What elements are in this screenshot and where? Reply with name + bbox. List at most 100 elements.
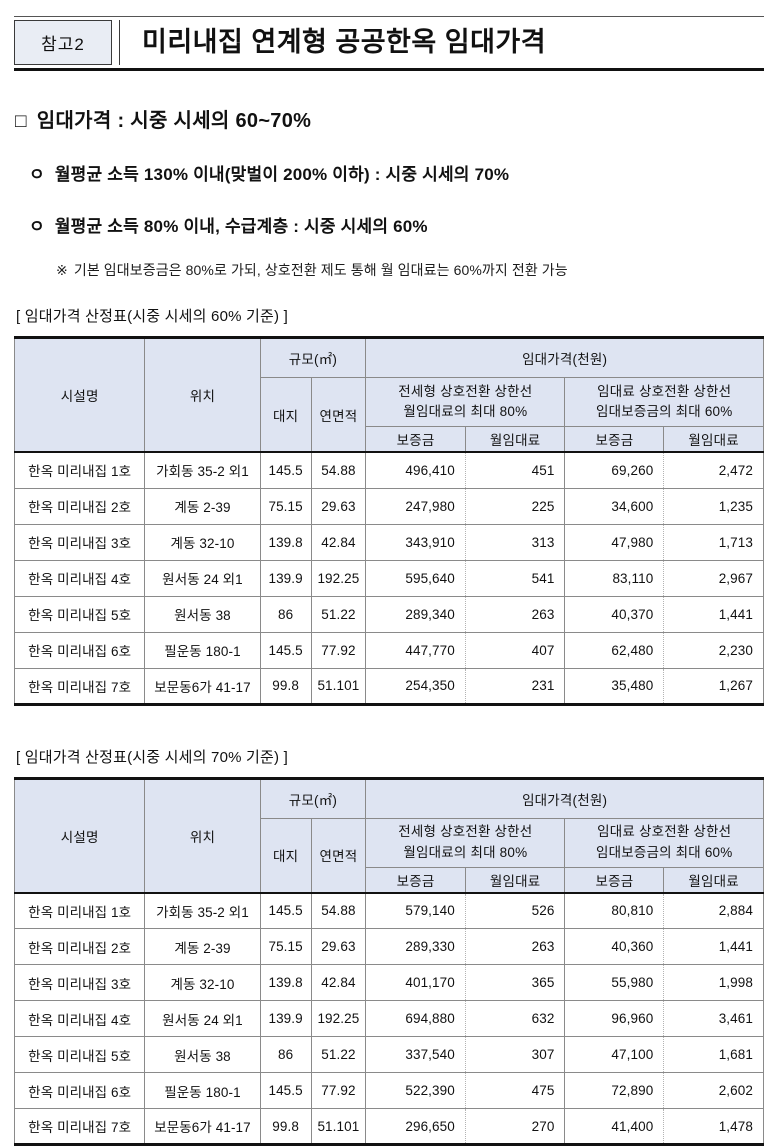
table-row: 한옥 미리내집 6호 필운동 180-1 145.5 77.92 447,770 407 6… [14, 631, 764, 669]
jeonse-deposit-cell: 289,340 [365, 595, 466, 633]
section-heading-text: 임대가격 : 시중 시세의 60~70% [36, 110, 312, 133]
table-header: 시설명 위치 규모(㎡) 임대가격(천원) 대지 연면적 전세형 상호전환 상한… [14, 337, 764, 453]
header-jeonse-line1: 전세형 상호전환 상한선 [398, 383, 533, 399]
floor-area-cell: 42.84 [311, 964, 367, 1001]
header-monthly-rent: 월임대료 [663, 867, 764, 894]
land-area-cell: 139.9 [260, 559, 312, 597]
facility-name-cell: 한옥 미리내집 7호 [14, 667, 146, 705]
land-area-cell: 75.15 [260, 928, 312, 965]
rent-deposit-cell: 55,980 [564, 964, 665, 1001]
jeonse-deposit-cell: 247,980 [365, 487, 466, 525]
jeonse-monthly-rent-cell: 407 [465, 631, 566, 669]
header-size-group: 규모(㎡) [260, 778, 367, 819]
jeonse-monthly-rent-cell: 307 [465, 1036, 566, 1073]
table-body: 한옥 미리내집 1호 가회동 35-2 외1 145.5 54.88 579,140 52… [14, 892, 764, 1145]
rent-deposit-cell: 41,400 [564, 1108, 665, 1145]
rent-monthly-rent-cell: 2,472 [663, 451, 764, 489]
table-row: 한옥 미리내집 2호 계동 2-39 75.15 29.63 247,980 225 34,… [14, 487, 764, 525]
facility-name-cell: 한옥 미리내집 7호 [14, 1108, 146, 1145]
price-table-block: [ 임대가격 산정표(시중 시세의 70% 기준) ] 시설명 위치 규모(㎡)… [14, 746, 764, 1146]
land-area-cell: 145.5 [260, 1072, 312, 1109]
floor-area-cell: 29.63 [311, 928, 367, 965]
land-area-cell: 86 [260, 1036, 312, 1073]
rent-deposit-cell: 69,260 [564, 451, 665, 489]
jeonse-deposit-cell: 447,770 [365, 631, 466, 669]
header-land: 대지 [260, 818, 312, 894]
jeonse-deposit-cell: 343,910 [365, 523, 466, 561]
jeonse-monthly-rent-cell: 270 [465, 1108, 566, 1145]
header-deposit: 보증금 [564, 426, 665, 453]
location-cell: 원서동 24 외1 [144, 559, 261, 597]
header-jeonse-line2: 월임대료의 최대 80% [403, 844, 528, 860]
jeonse-deposit-cell: 254,350 [365, 667, 466, 705]
footnote: ※ 기본 임대보증금은 80%로 가되, 상호전환 제도 통해 월 임대료는 60… [56, 260, 764, 280]
facility-name-cell: 한옥 미리내집 5호 [14, 1036, 146, 1073]
facility-name-cell: 한옥 미리내집 6호 [14, 1072, 146, 1109]
floor-area-cell: 77.92 [311, 1072, 367, 1109]
rent-deposit-cell: 47,100 [564, 1036, 665, 1073]
table-row: 한옥 미리내집 4호 원서동 24 외1 139.9 192.25 694,880 632… [14, 1000, 764, 1037]
jeonse-deposit-cell: 522,390 [365, 1072, 466, 1109]
bullet-text: 월평균 소득 130% 이내(맞벌이 200% 이하) : 시중 시세의 70% [54, 165, 510, 185]
header-size-group: 규모(㎡) [260, 337, 367, 379]
table-row: 한옥 미리내집 5호 원서동 38 86 51.22 289,340 263 40,370 1… [14, 595, 764, 633]
land-area-cell: 99.8 [260, 667, 312, 705]
footnote-text: 기본 임대보증금은 80%로 가되, 상호전환 제도 통해 월 임대료는 60%… [73, 262, 568, 279]
floor-area-cell: 51.22 [311, 595, 367, 633]
floor-area-cell: 77.92 [311, 631, 367, 669]
circle-bullet-icon: ㅇ [29, 165, 45, 185]
land-area-cell: 139.9 [260, 1000, 312, 1037]
jeonse-monthly-rent-cell: 526 [465, 892, 566, 929]
jeonse-monthly-rent-cell: 365 [465, 964, 566, 1001]
header-jeonse-line2: 월임대료의 최대 80% [403, 404, 528, 420]
rent-deposit-cell: 62,480 [564, 631, 665, 669]
header-monthly-rent: 월임대료 [465, 867, 566, 894]
land-area-cell: 75.15 [260, 487, 312, 525]
rent-monthly-rent-cell: 1,267 [663, 667, 764, 705]
header-rent-line1: 임대료 상호전환 상한선 [597, 383, 732, 399]
header-rent-line2: 임대보증금의 최대 60% [595, 404, 733, 420]
table-row: 한옥 미리내집 3호 계동 32-10 139.8 42.84 401,170 365 55… [14, 964, 764, 1001]
rent-monthly-rent-cell: 1,441 [663, 928, 764, 965]
rent-monthly-rent-cell: 1,441 [663, 595, 764, 633]
square-bullet-icon: □ [15, 111, 27, 133]
location-cell: 필운동 180-1 [144, 1072, 261, 1109]
location-cell: 원서동 24 외1 [144, 1000, 261, 1037]
jeonse-deposit-cell: 289,330 [365, 928, 466, 965]
location-cell: 보문동6가 41-17 [144, 667, 261, 705]
jeonse-deposit-cell: 595,640 [365, 559, 466, 597]
header-monthly-rent: 월임대료 [663, 426, 764, 453]
jeonse-deposit-cell: 496,410 [365, 451, 466, 489]
floor-area-cell: 51.101 [311, 1108, 367, 1145]
jeonse-deposit-cell: 401,170 [365, 964, 466, 1001]
facility-name-cell: 한옥 미리내집 6호 [14, 631, 146, 669]
reference-badge: 참고2 [14, 20, 112, 66]
page-title: 미리내집 연계형 공공한옥 임대가격 [142, 27, 547, 57]
rent-deposit-cell: 34,600 [564, 487, 665, 525]
jeonse-monthly-rent-cell: 451 [465, 451, 566, 489]
rent-monthly-rent-cell: 2,884 [663, 892, 764, 929]
header-floor-area: 연면적 [311, 818, 367, 894]
rent-deposit-cell: 96,960 [564, 1000, 665, 1037]
rent-deposit-cell: 47,980 [564, 523, 665, 561]
facility-name-cell: 한옥 미리내집 2호 [14, 487, 146, 525]
floor-area-cell: 42.84 [311, 523, 367, 561]
price-table: 시설명 위치 규모(㎡) 임대가격(천원) 대지 연면적 전세형 상호전환 상한… [14, 336, 764, 706]
facility-name-cell: 한옥 미리내집 3호 [14, 964, 146, 1001]
facility-name-cell: 한옥 미리내집 3호 [14, 523, 146, 561]
rent-monthly-rent-cell: 1,713 [663, 523, 764, 561]
header-land: 대지 [260, 377, 312, 453]
header-rent-line1: 임대료 상호전환 상한선 [597, 824, 732, 840]
table-row: 한옥 미리내집 3호 계동 32-10 139.8 42.84 343,910 313 47… [14, 523, 764, 561]
location-cell: 보문동6가 41-17 [144, 1108, 261, 1145]
location-cell: 가회동 35-2 외1 [144, 892, 261, 929]
location-cell: 필운동 180-1 [144, 631, 261, 669]
header-facility: 시설명 [14, 778, 146, 894]
header-facility: 시설명 [14, 337, 146, 453]
bullet-income-80: ㅇ 월평균 소득 80% 이내, 수급계층 : 시중 시세의 60% [29, 212, 764, 237]
header-rent-line2: 임대보증금의 최대 60% [595, 844, 733, 860]
header-location: 위치 [144, 337, 261, 453]
jeonse-deposit-cell: 694,880 [365, 1000, 466, 1037]
land-area-cell: 145.5 [260, 892, 312, 929]
section-heading: □ 임대가격 : 시중 시세의 60~70% [15, 104, 764, 133]
